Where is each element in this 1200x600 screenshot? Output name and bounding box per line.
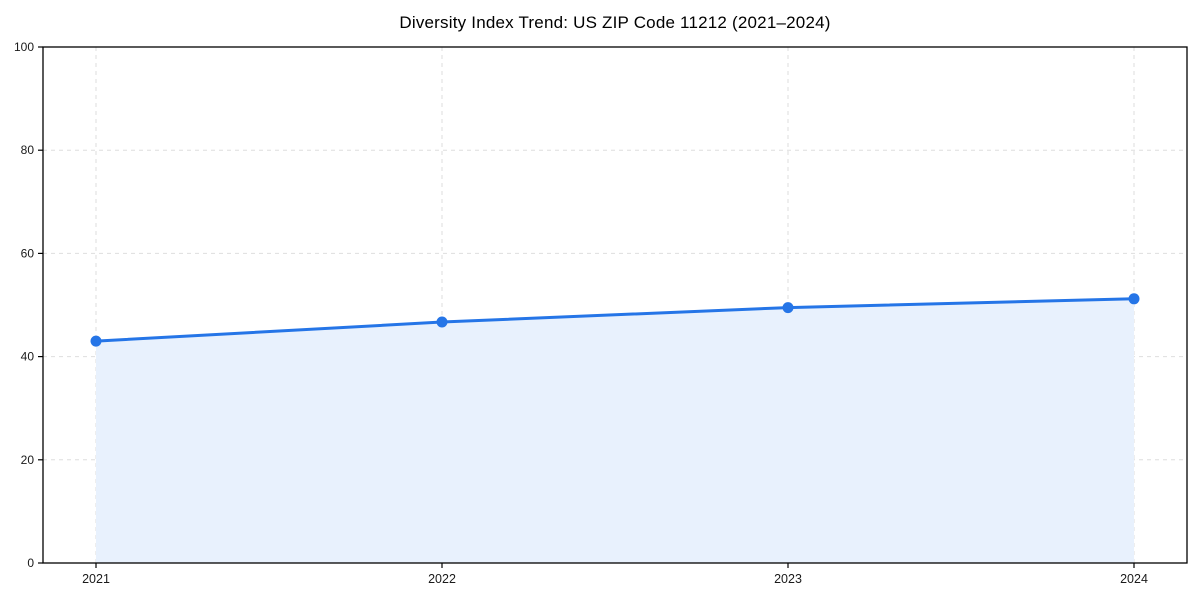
plot-border: [42, 46, 1188, 564]
chart-title: Diversity Index Trend: US ZIP Code 11212…: [399, 13, 831, 32]
area-fill: [96, 298, 1134, 563]
x-tick-label: 2024: [1120, 572, 1148, 586]
data-point: [436, 316, 448, 328]
y-tick-label: 0: [27, 556, 34, 570]
trend-line: [94, 297, 1136, 343]
data-point: [782, 302, 794, 314]
x-tick-label: 2022: [428, 572, 456, 586]
y-tick-label: 80: [21, 143, 35, 157]
data-point: [90, 335, 102, 347]
y-tick-label: 40: [21, 350, 35, 364]
y-tick-label: 60: [21, 246, 35, 260]
x-tick-label: 2021: [82, 572, 110, 586]
y-tick-label: 20: [21, 453, 35, 467]
data-point: [1128, 293, 1140, 305]
x-tick-label: 2023: [774, 572, 802, 586]
y-tick-label: 100: [14, 40, 34, 54]
